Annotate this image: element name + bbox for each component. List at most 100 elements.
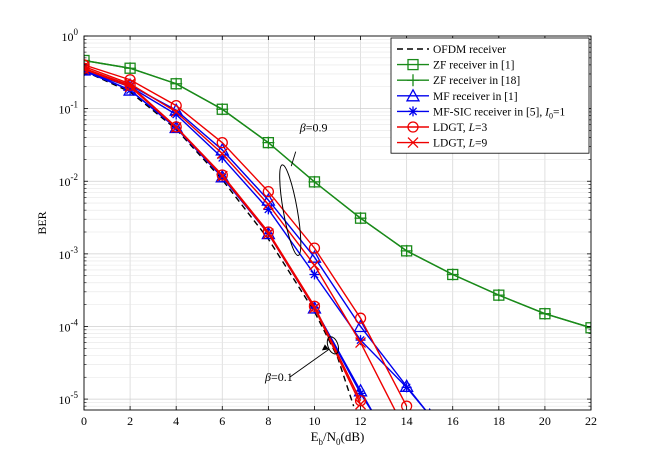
x-tick-label: 16 — [447, 414, 459, 428]
marker-circle — [354, 312, 367, 324]
legend-label: LDGT, L=9 — [433, 138, 487, 150]
x-tick-label: 20 — [539, 414, 551, 428]
marker-plus — [262, 136, 275, 149]
legend-entry-mf-receiver-in-1-beta-0-9: MF receiver in [1] — [397, 88, 518, 103]
marker-circle — [308, 242, 321, 254]
marker-asterisk — [217, 172, 228, 183]
marker-plus — [400, 244, 413, 257]
marker-plus — [407, 74, 419, 87]
x-tick-label: 18 — [493, 414, 505, 428]
marker-asterisk — [217, 152, 228, 163]
y-tick-label: 100 — [62, 27, 79, 44]
marker-circle — [262, 185, 275, 198]
plot-frame — [83, 35, 592, 411]
marker-x — [308, 302, 320, 314]
marker-square — [407, 58, 419, 71]
series-zf-receiver-in-18 — [84, 54, 591, 334]
marker-x — [355, 337, 367, 349]
marker-x — [262, 198, 274, 210]
legend: OFDM receiver ZF receiver in [1] ZF receiv… — [390, 37, 590, 154]
marker-circle — [216, 136, 228, 149]
legend-label: ZF receiver in [18] — [433, 75, 520, 87]
x-tick-label: 2 — [127, 414, 133, 428]
legend-entry-zf-receiver-in-18: ZF receiver in [18] — [397, 74, 520, 87]
data-series — [84, 54, 591, 410]
y-axis-label: BER — [35, 211, 49, 234]
legend-label: LDGT, L=3 — [433, 122, 487, 134]
marker-circle — [400, 400, 413, 410]
series-line — [84, 59, 591, 329]
marker-x — [407, 137, 419, 149]
legend-label: OFDM receiver — [433, 44, 506, 56]
x-tick-label: 12 — [355, 414, 367, 428]
marker-x — [124, 81, 136, 93]
x-tick-label: 0 — [81, 414, 87, 428]
marker-x — [124, 78, 136, 90]
legend-entry-mf-sic-receiver-in-5-i0-1-beta-0-9: MF-SIC receiver in [5], I0=1 — [397, 106, 565, 120]
beta-0.9-annotation: β=0.9 — [299, 121, 328, 135]
marker-plus — [585, 321, 591, 334]
marker-plus — [84, 54, 90, 67]
marker-plus — [216, 103, 229, 116]
beta-0.1-pointer — [289, 348, 330, 378]
beta-0.1-annotation: β=0.1 — [264, 370, 293, 384]
series-ldgt-l-9-beta-0-9 — [84, 61, 396, 410]
series-line — [84, 65, 396, 410]
series-line — [84, 64, 408, 407]
legend-entry-zf-receiver-in-1: ZF receiver in [1] — [397, 58, 514, 72]
legend-entry-ldgt-l-9-beta-0-9: LDGT, L=9 — [397, 137, 487, 150]
beta-0.9-pointer — [290, 151, 297, 167]
marker-circle — [170, 99, 182, 112]
marker-plus — [124, 62, 137, 75]
marker-asterisk — [309, 269, 320, 280]
legend-label: ZF receiver in [1] — [433, 60, 514, 72]
marker-x — [308, 259, 320, 271]
x-axis-label: Eb/N0(dB) — [311, 429, 365, 447]
marker-asterisk — [263, 204, 274, 215]
legend-entry-ofdm-receiver: OFDM receiver — [397, 44, 506, 56]
marker-plus — [446, 268, 459, 281]
x-tick-label: 22 — [585, 414, 597, 428]
annotations: β=0.9 β=0.1 — [264, 121, 340, 384]
series-ldgt-l-9-beta-0-1 — [84, 63, 367, 410]
marker-x — [262, 228, 274, 240]
y-tick-label: 10-2 — [59, 172, 79, 189]
marker-asterisk — [355, 335, 366, 346]
y-tick-label: 10-5 — [59, 390, 79, 407]
marker-x — [170, 122, 182, 133]
marker-triangle — [307, 249, 322, 263]
x-tick-label: 8 — [265, 414, 271, 428]
marker-x — [84, 63, 90, 75]
marker-plus — [308, 175, 321, 188]
axes: 0 2 4 6 8 10 12 14 16 18 20 22 100 10-1 10-2 10-3 10-4 10… — [35, 27, 597, 447]
marker-x — [216, 170, 228, 182]
marker-circle — [407, 121, 419, 133]
marker-asterisk — [355, 388, 366, 399]
legend-label: MF receiver in [1] — [433, 91, 518, 103]
marker-triangle — [353, 319, 368, 333]
marker-x — [170, 106, 182, 118]
marker-plus — [538, 307, 551, 320]
marker-asterisk — [171, 109, 182, 120]
beta-0.9-ellipse — [279, 164, 302, 256]
series-mf-sic-receiver-in-5-i0-1-beta-0-9 — [84, 65, 427, 410]
marker-circle — [216, 169, 228, 181]
marker-circle — [170, 121, 182, 133]
series-line — [84, 67, 362, 402]
marker-circle — [354, 395, 367, 407]
marker-asterisk — [408, 106, 418, 117]
marker-plus — [492, 289, 505, 302]
marker-x — [216, 148, 228, 160]
x-tick-label: 10 — [308, 414, 320, 428]
legend-label: MF-SIC receiver in [5], I0=1 — [433, 106, 565, 120]
beta-0.1-ellipse — [326, 336, 340, 355]
y-tick-label: 10-3 — [59, 245, 79, 262]
y-tick-label: 10-4 — [59, 317, 79, 334]
legend-entry-ldgt-l-3-beta-0-9: LDGT, L=3 — [397, 121, 487, 134]
marker-circle — [262, 226, 275, 238]
marker-circle — [308, 300, 321, 312]
marker-plus — [354, 212, 367, 225]
x-tick-label: 6 — [219, 414, 225, 428]
marker-asterisk — [401, 382, 412, 393]
